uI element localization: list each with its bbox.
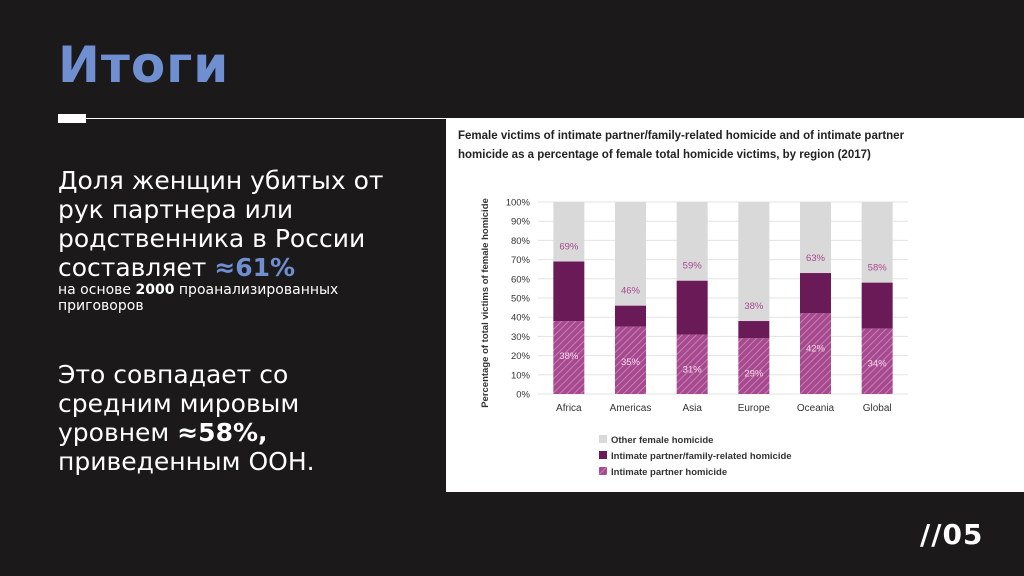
slide-number: //05 [920, 518, 984, 551]
para1-line2: рук партнера или [58, 195, 294, 224]
bar-other-female-homicide [553, 202, 585, 262]
bar-family-related-homicide [800, 273, 831, 314]
y-tick-label: 30% [511, 332, 531, 343]
para2-line3-prefix: уровнем [58, 418, 178, 447]
bar-family-related-homicide [738, 321, 770, 339]
y-tick-label: 10% [511, 370, 531, 381]
bar-intimate-partner-homicide [861, 328, 893, 394]
bar-family-related-homicide [615, 305, 646, 327]
note-number: 2000 [135, 282, 175, 298]
para1-note-line2: приговоров [58, 298, 144, 314]
data-label-partner: 35% [621, 357, 641, 368]
para2-line3: уровнем ≈58%, [58, 418, 315, 447]
para1-line4-prefix: составляет [58, 253, 215, 282]
data-label-partner: 42% [806, 343, 826, 354]
data-label-family: 59% [683, 261, 703, 272]
data-label-family: 46% [621, 286, 641, 297]
bar-other-female-homicide [800, 202, 831, 274]
legend-label: Other female homicide [611, 435, 713, 446]
paragraph-global: Это совпадает со средним мировым уровнем… [58, 360, 315, 476]
x-tick-label: Europe [738, 403, 771, 414]
data-label-partner: 34% [868, 359, 888, 370]
para2-line2: средним мировым [58, 389, 300, 418]
bar-family-related-homicide [676, 280, 708, 335]
y-tick-label: 0% [516, 390, 530, 401]
chart-title-line1: Female victims of intimate partner/famil… [458, 130, 905, 142]
x-tick-label: Africa [556, 403, 582, 414]
paragraph-russia: Доля женщин убитых от рук партнера или р… [58, 166, 384, 314]
y-tick-label: 70% [511, 255, 531, 266]
legend-label: Intimate partner homicide [611, 467, 727, 478]
bar-family-related-homicide [861, 282, 893, 329]
data-label-partner: 31% [683, 364, 703, 375]
y-tick-label: 100% [506, 198, 531, 209]
bar-other-female-homicide [615, 202, 646, 306]
data-label-partner: 29% [744, 368, 764, 379]
y-tick-label: 60% [511, 274, 531, 285]
y-tick-label: 20% [511, 351, 531, 362]
data-label-family: 69% [559, 242, 579, 253]
legend-label: Intimate partner/family-related homicide [611, 451, 792, 462]
data-label-family: 63% [806, 253, 826, 264]
russia-share-value: ≈61% [214, 253, 296, 282]
para2-line1: Это совпадает со [58, 360, 289, 389]
legend-swatch [599, 467, 607, 475]
x-tick-label: Global [863, 403, 892, 414]
note-prefix: на основе [58, 282, 136, 298]
para1-line4: составляет ≈61% [58, 253, 384, 282]
homicide-chart: Female victims of intimate partner/famil… [458, 130, 908, 478]
legend-swatch [599, 451, 607, 459]
bar-intimate-partner-homicide [553, 321, 585, 394]
chart-title-line2: homicide as a percentage of female total… [458, 149, 871, 161]
data-label-family: 58% [868, 263, 888, 274]
y-tick-label: 80% [511, 236, 531, 247]
note-suffix: проанализированных [174, 282, 339, 298]
divider-accent [58, 114, 86, 123]
bar-intimate-partner-homicide [800, 313, 831, 394]
x-tick-label: Americas [610, 403, 652, 414]
legend-swatch [599, 435, 607, 443]
y-tick-label: 50% [511, 294, 531, 305]
x-tick-label: Oceania [797, 403, 835, 414]
para2-line4: приведенным ООН. [58, 447, 315, 476]
slide-title: Итоги [58, 36, 230, 94]
bar-intimate-partner-homicide [615, 326, 646, 394]
global-share-value: ≈58%, [177, 418, 268, 447]
y-axis-label: Percentage of total victims of female ho… [480, 198, 491, 408]
data-label-family: 38% [744, 301, 764, 312]
bar-family-related-homicide [553, 261, 585, 322]
bar-other-female-homicide [861, 202, 893, 283]
para1-note: на основе 2000 проанализированных [58, 282, 384, 298]
x-tick-label: Asia [682, 403, 702, 414]
bar-other-female-homicide [676, 202, 708, 281]
para1-line3: родственника в России [58, 224, 366, 253]
data-label-partner: 38% [559, 351, 579, 362]
bar-intimate-partner-homicide [676, 334, 708, 394]
bar-other-female-homicide [738, 202, 770, 322]
y-tick-label: 90% [511, 217, 531, 228]
bar-intimate-partner-homicide [738, 338, 770, 394]
y-tick-label: 40% [511, 313, 531, 324]
para1-line1: Доля женщин убитых от [58, 166, 384, 195]
chart-panel: Female victims of intimate partner/famil… [446, 118, 1024, 492]
